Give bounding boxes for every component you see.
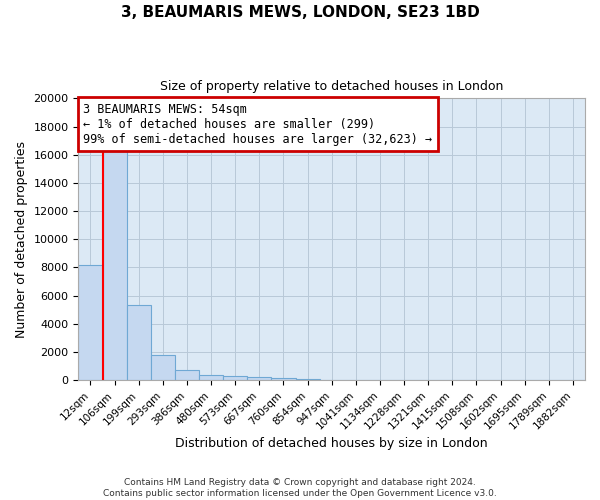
Text: 3, BEAUMARIS MEWS, LONDON, SE23 1BD: 3, BEAUMARIS MEWS, LONDON, SE23 1BD <box>121 5 479 20</box>
Bar <box>271 378 296 380</box>
Bar <box>223 376 247 380</box>
Bar <box>79 264 103 380</box>
Text: 3 BEAUMARIS MEWS: 54sqm
← 1% of detached houses are smaller (299)
99% of semi-de: 3 BEAUMARIS MEWS: 54sqm ← 1% of detached… <box>83 102 433 146</box>
Bar <box>103 146 127 380</box>
Bar <box>127 306 151 380</box>
Bar <box>151 355 175 380</box>
Bar <box>175 370 199 380</box>
Text: Contains HM Land Registry data © Crown copyright and database right 2024.
Contai: Contains HM Land Registry data © Crown c… <box>103 478 497 498</box>
Bar <box>199 375 223 380</box>
Title: Size of property relative to detached houses in London: Size of property relative to detached ho… <box>160 80 503 93</box>
Bar <box>247 377 271 380</box>
Y-axis label: Number of detached properties: Number of detached properties <box>15 141 28 338</box>
Bar <box>296 379 320 380</box>
X-axis label: Distribution of detached houses by size in London: Distribution of detached houses by size … <box>175 437 488 450</box>
